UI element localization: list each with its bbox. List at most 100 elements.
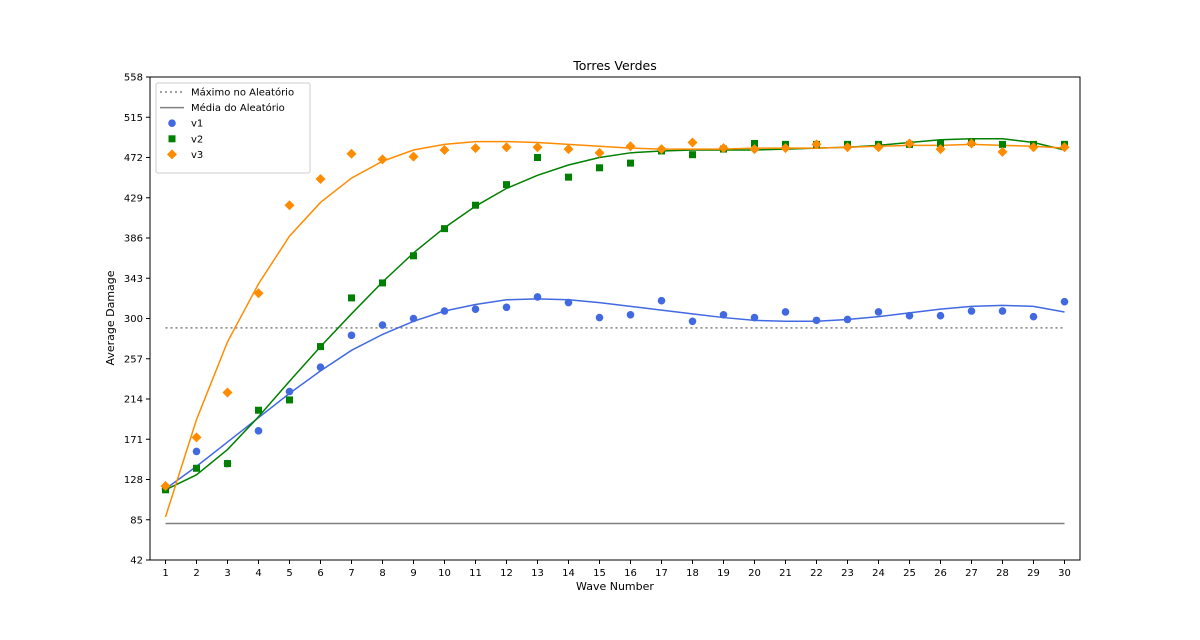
data-point xyxy=(224,460,231,468)
y-tick-label: 300 xyxy=(124,314,143,325)
data-point xyxy=(750,313,759,322)
data-point xyxy=(1059,142,1070,153)
data-point xyxy=(346,148,357,159)
x-tick-label: 4 xyxy=(255,568,261,579)
data-point xyxy=(347,331,356,340)
data-point xyxy=(472,201,479,209)
legend-label: v3 xyxy=(191,150,203,161)
data-point xyxy=(193,464,200,472)
data-point xyxy=(502,303,511,312)
x-tick-label: 11 xyxy=(469,568,482,579)
data-point xyxy=(534,154,541,161)
data-point xyxy=(501,142,512,153)
x-tick-label: 19 xyxy=(717,568,730,579)
x-tick-label: 28 xyxy=(996,568,1009,579)
legend-marker-swatch xyxy=(167,149,177,160)
data-point xyxy=(594,147,605,158)
data-point xyxy=(377,154,388,165)
x-tick-label: 24 xyxy=(872,568,885,579)
data-point xyxy=(595,313,604,322)
data-point xyxy=(533,293,542,301)
data-point xyxy=(751,139,758,147)
data-point xyxy=(935,144,946,155)
data-point xyxy=(564,298,573,307)
x-tick-label: 18 xyxy=(686,568,699,579)
data-point xyxy=(440,307,449,315)
data-point xyxy=(749,144,760,155)
data-point xyxy=(315,174,326,185)
series-trend-line xyxy=(165,138,1065,491)
x-tick-label: 2 xyxy=(193,568,199,579)
x-tick-label: 5 xyxy=(286,568,292,579)
data-point xyxy=(873,142,884,153)
data-point xyxy=(998,307,1007,315)
data-point xyxy=(408,151,419,162)
x-tick-label: 29 xyxy=(1027,568,1040,579)
data-point xyxy=(1060,297,1069,306)
data-point xyxy=(688,317,697,326)
x-tick-label: 26 xyxy=(934,568,947,579)
data-point xyxy=(842,142,853,153)
data-point xyxy=(316,363,325,371)
data-point xyxy=(191,432,202,443)
data-point xyxy=(966,138,977,149)
x-tick-label: 1 xyxy=(162,568,168,579)
y-tick-label: 515 xyxy=(124,113,143,124)
data-point xyxy=(253,288,264,299)
data-point xyxy=(348,294,355,302)
data-point xyxy=(843,315,852,324)
data-point xyxy=(967,307,976,315)
data-point xyxy=(379,279,386,287)
x-tick-label: 9 xyxy=(410,568,416,579)
data-point xyxy=(563,144,574,155)
data-point xyxy=(317,343,324,351)
legend-label: v2 xyxy=(191,134,203,145)
data-point xyxy=(409,314,418,323)
data-point xyxy=(689,151,696,159)
x-tick-label: 3 xyxy=(224,568,230,579)
legend-marker-swatch xyxy=(168,135,176,143)
x-tick-label: 10 xyxy=(438,568,451,579)
data-point xyxy=(904,138,915,149)
data-point xyxy=(254,427,263,435)
data-point xyxy=(874,308,883,316)
plot-area: 1 2 3 4 5 6 7 8 9 10 11 12 13 14 15 16 17 18 19 20 21 22 23 24 2… xyxy=(124,73,1081,579)
legend-label: Máximo no Aleatório xyxy=(191,87,294,99)
data-point xyxy=(999,140,1006,148)
data-point xyxy=(503,181,510,189)
y-tick-label: 171 xyxy=(124,435,143,446)
x-tick-label: 8 xyxy=(379,568,385,579)
x-tick-label: 15 xyxy=(593,568,606,579)
y-axis-label: Average Damage xyxy=(104,270,117,365)
x-tick-label: 16 xyxy=(624,568,637,579)
data-point xyxy=(255,406,262,414)
data-point xyxy=(656,144,667,155)
data-point xyxy=(687,137,698,148)
data-point xyxy=(532,142,543,153)
data-point xyxy=(471,305,480,313)
data-point xyxy=(284,200,295,211)
data-point xyxy=(565,173,572,181)
x-tick-label: 13 xyxy=(531,568,544,579)
data-point xyxy=(936,311,945,320)
legend-box xyxy=(155,82,311,174)
x-tick-label: 22 xyxy=(810,568,823,579)
data-point xyxy=(937,139,944,147)
data-point xyxy=(439,145,450,156)
x-tick-label: 20 xyxy=(748,568,761,579)
data-point xyxy=(410,252,417,260)
legend-label: Média do Aleatório xyxy=(191,102,285,114)
data-point xyxy=(905,311,914,320)
data-point xyxy=(719,310,728,319)
legend-label: v1 xyxy=(191,119,203,130)
x-tick-label: 21 xyxy=(779,568,792,579)
data-point xyxy=(378,321,387,329)
x-tick-label: 6 xyxy=(317,568,323,579)
data-point xyxy=(997,146,1008,157)
x-tick-label: 25 xyxy=(903,568,916,579)
x-tick-label: 14 xyxy=(562,568,575,579)
y-tick-label: 257 xyxy=(124,354,143,365)
x-tick-label: 23 xyxy=(841,568,854,579)
x-tick-label: 7 xyxy=(348,568,354,579)
